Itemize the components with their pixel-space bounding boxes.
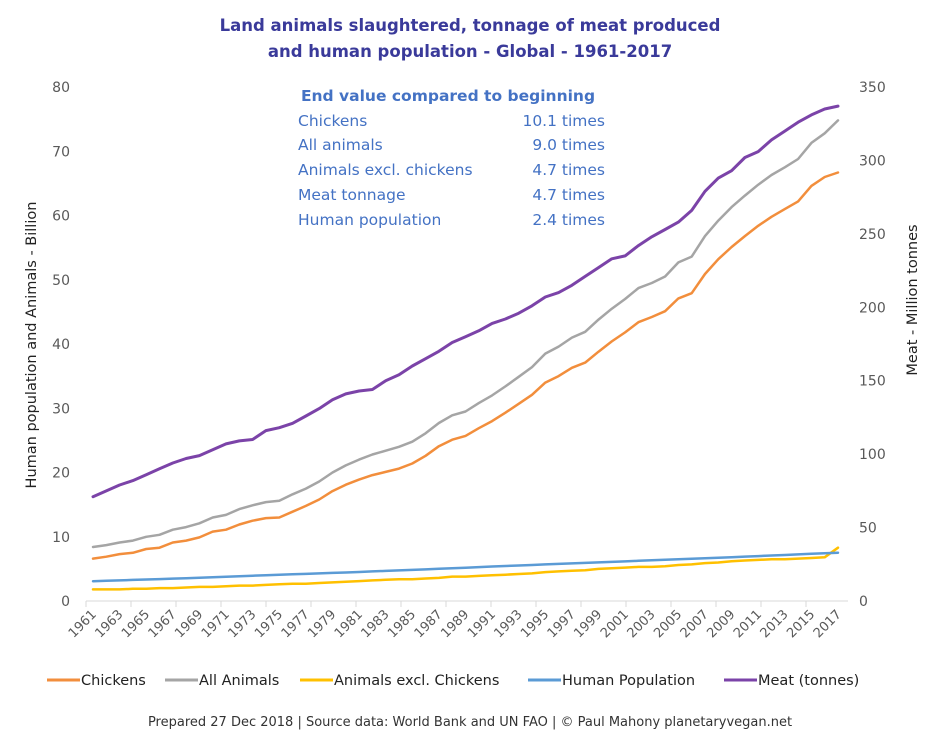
x-tick-label: 1979 (305, 607, 339, 641)
x-tick-label: 1963 (92, 607, 126, 641)
x-tick-label: 1965 (119, 607, 153, 641)
legend-label: Chickens (81, 673, 146, 689)
right-tick-label: 0 (859, 594, 868, 610)
legend-item: Chickens (47, 673, 146, 689)
series-line-animals-excl-chickens (91, 546, 840, 591)
right-tick-label: 300 (859, 153, 886, 169)
x-tick-label: 2007 (678, 607, 712, 641)
right-axis-title: Meat - Million tonnes (905, 224, 921, 375)
left-tick-label: 60 (52, 209, 70, 225)
annotation-value: 10.1 times (522, 112, 605, 130)
legend-item: Meat (tonnes) (724, 673, 859, 689)
annotation-label: Animals excl. chickens (298, 161, 473, 179)
x-tick-label: 2017 (811, 607, 845, 641)
right-tick-label: 100 (859, 447, 886, 463)
x-tick-label: 1993 (492, 607, 526, 641)
chart-title: Land animals slaughtered, tonnage of mea… (220, 16, 721, 61)
x-tick-label: 1971 (199, 607, 233, 641)
right-tick-label: 200 (859, 300, 886, 316)
x-tick-label: 1997 (545, 607, 579, 641)
left-tick-label: 50 (52, 273, 70, 289)
x-tick-label: 1985 (385, 607, 419, 641)
x-axis: 1961196319651967196919711973197519771979… (66, 600, 848, 641)
right-tick-label: 250 (859, 227, 886, 243)
left-tick-label: 0 (61, 594, 70, 610)
left-tick-label: 70 (52, 144, 70, 160)
x-tick-label: 1967 (146, 607, 180, 641)
x-tick-label: 1973 (225, 607, 259, 641)
x-tick-label: 2013 (758, 607, 792, 641)
x-tick-label: 2011 (731, 607, 765, 641)
footer-credit: Prepared 27 Dec 2018 | Source data: Worl… (148, 715, 792, 730)
ratio-annotation: End value compared to beginning Chickens… (298, 87, 605, 229)
right-tick-label: 50 (859, 521, 877, 537)
x-tick-label: 2015 (784, 607, 818, 641)
legend-item: All Animals (165, 673, 279, 689)
x-tick-label: 1975 (252, 607, 286, 641)
x-tick-label: 1977 (279, 607, 313, 641)
x-tick-label: 2003 (625, 607, 659, 641)
annotation-value: 4.7 times (532, 186, 605, 204)
x-tick-label: 1999 (571, 607, 605, 641)
right-tick-label: 350 (859, 80, 886, 96)
x-tick-label: 1987 (412, 607, 446, 641)
annotation-label: Human population (298, 211, 441, 229)
legend-item: Human Population (528, 673, 695, 689)
right-tick-label: 150 (859, 374, 886, 390)
series-lines (91, 104, 840, 591)
legend: Chickens All Animals Animals excl. Chicken… (47, 673, 859, 689)
series-line-all-animals (91, 119, 840, 549)
legend-label: Meat (tonnes) (758, 673, 859, 689)
x-tick-label: 2001 (598, 607, 632, 641)
x-tick-label: 1991 (465, 607, 499, 641)
series-line-human-population (91, 551, 840, 583)
annotation-label: Chickens (298, 112, 367, 130)
left-tick-label: 30 (52, 401, 70, 417)
legend-item: Animals excl. Chickens (300, 673, 499, 689)
title-line-2: and human population - Global - 1961-201… (268, 42, 672, 61)
x-tick-label: 1969 (172, 607, 206, 641)
x-tick-label: 1981 (332, 607, 366, 641)
right-axis-ticks: 0 50 100 150 200 250 300 350 (859, 80, 886, 610)
annotation-heading: End value compared to beginning (301, 87, 595, 105)
series-line-meat-tonnes (91, 104, 840, 499)
x-tick-label: 2005 (651, 607, 685, 641)
left-tick-label: 20 (52, 466, 70, 482)
legend-label: Human Population (562, 673, 695, 689)
x-tick-label: 1989 (438, 607, 472, 641)
left-tick-label: 10 (52, 530, 70, 546)
annotation-value: 4.7 times (532, 161, 605, 179)
annotation-value: 2.4 times (532, 211, 605, 229)
legend-label: All Animals (199, 673, 279, 689)
x-tick-label: 1961 (66, 607, 100, 641)
title-line-1: Land animals slaughtered, tonnage of mea… (220, 16, 721, 35)
left-axis-title: Human population and Animals - Billion (24, 202, 40, 489)
x-tick-label: 1983 (358, 607, 392, 641)
left-axis-ticks: 0 10 20 30 40 50 60 70 80 (52, 80, 70, 610)
annotation-label: All animals (298, 136, 383, 154)
left-tick-label: 80 (52, 80, 70, 96)
legend-label: Animals excl. Chickens (334, 673, 499, 689)
annotation-value: 9.0 times (532, 136, 605, 154)
x-tick-label: 2009 (704, 607, 738, 641)
series-line-chickens (91, 171, 840, 560)
x-tick-label: 1995 (518, 607, 552, 641)
annotation-label: Meat tonnage (298, 186, 406, 204)
left-tick-label: 40 (52, 337, 70, 353)
